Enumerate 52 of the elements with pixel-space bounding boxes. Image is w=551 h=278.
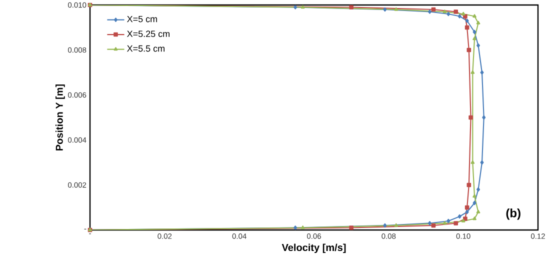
point xyxy=(294,226,298,230)
legend-label: X=5 cm xyxy=(127,16,157,22)
legend-label: X=5.25 cm xyxy=(127,30,170,38)
point xyxy=(465,210,469,214)
point xyxy=(480,70,484,75)
point xyxy=(470,70,475,74)
point xyxy=(466,48,472,52)
point xyxy=(461,12,466,16)
point xyxy=(463,14,468,18)
point xyxy=(300,5,305,9)
point xyxy=(431,223,436,228)
point xyxy=(383,7,387,12)
legend-label: X=5.5 cm xyxy=(127,45,164,52)
point xyxy=(464,205,470,210)
point xyxy=(349,5,354,10)
point xyxy=(472,216,476,220)
point xyxy=(446,12,450,16)
point xyxy=(472,30,476,34)
point xyxy=(458,14,462,18)
point xyxy=(468,115,473,120)
x-axis-title: Velocity [m/s] xyxy=(282,244,346,254)
y-axis-title: Position Y [m] xyxy=(56,84,65,150)
point xyxy=(476,20,480,24)
point xyxy=(466,182,472,188)
point xyxy=(294,5,298,10)
point xyxy=(482,115,486,120)
point xyxy=(480,160,484,165)
point xyxy=(394,7,398,11)
point xyxy=(428,10,432,14)
point xyxy=(349,226,354,230)
point xyxy=(472,36,476,40)
point xyxy=(394,223,398,227)
point xyxy=(472,194,476,198)
point xyxy=(476,187,480,192)
point xyxy=(442,221,447,225)
point xyxy=(476,210,480,214)
point xyxy=(454,221,458,226)
point xyxy=(446,218,450,224)
point xyxy=(428,221,432,226)
point xyxy=(454,10,458,14)
point xyxy=(470,160,475,164)
point xyxy=(472,200,476,206)
point xyxy=(472,14,476,18)
annotation: (b) xyxy=(506,208,520,220)
point xyxy=(383,223,387,228)
point xyxy=(300,226,305,230)
point xyxy=(465,18,469,23)
point xyxy=(442,10,447,14)
point xyxy=(464,25,470,30)
point xyxy=(476,43,480,48)
point xyxy=(458,214,462,219)
point xyxy=(431,7,436,12)
